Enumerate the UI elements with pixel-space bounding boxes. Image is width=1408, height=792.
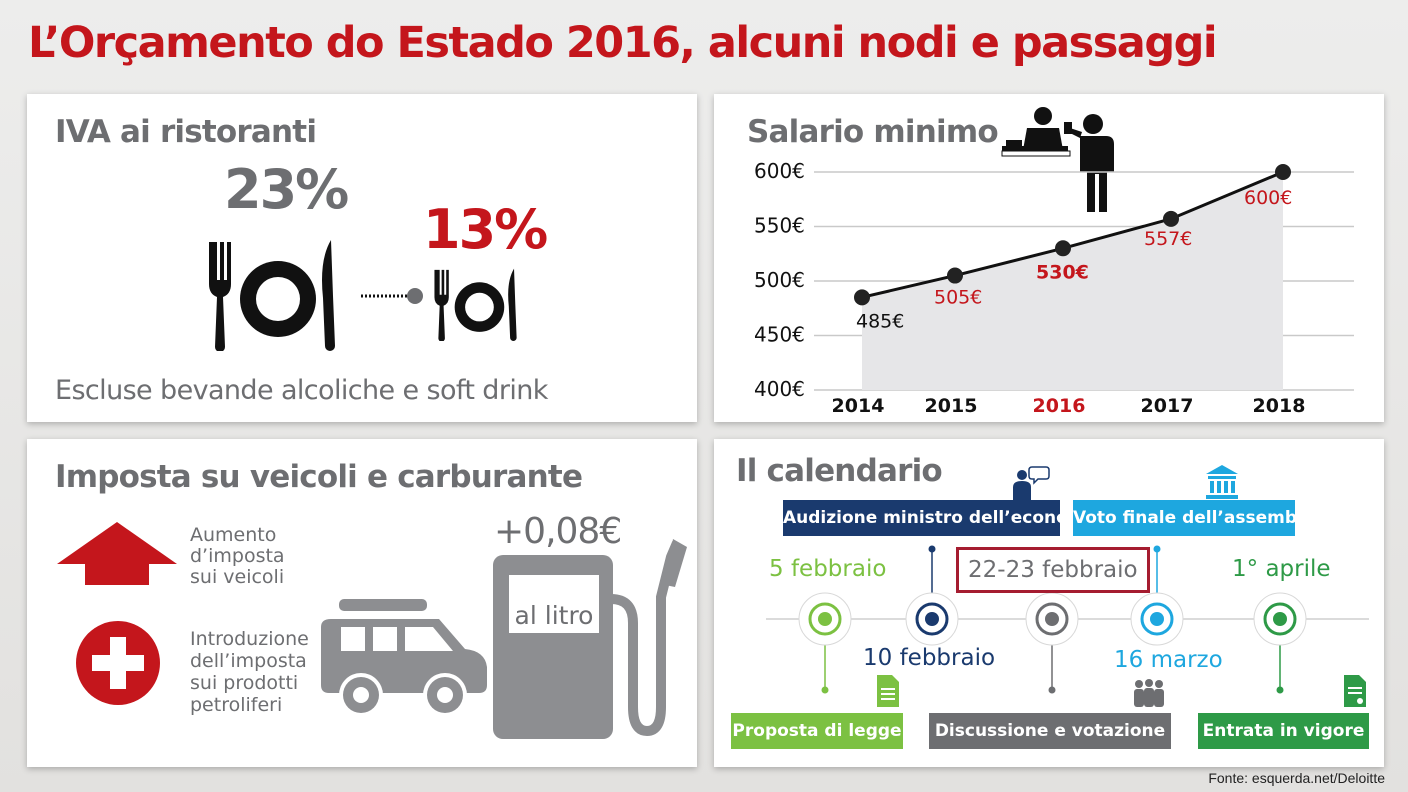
waiter-counter-icon bbox=[1001, 107, 1114, 212]
fuel-tax-line-3: sui prodotti bbox=[190, 672, 299, 694]
fuel-tax-text: Introduzione dell’imposta sui prodotti p… bbox=[190, 628, 309, 716]
iva-panel: IVA ai ristoranti 23% 13% Escluse bevand… bbox=[27, 94, 697, 422]
parliament-icon bbox=[1206, 465, 1238, 499]
y-tick-label: 450€ bbox=[754, 323, 805, 347]
salary-area bbox=[862, 172, 1283, 390]
minister-speech-icon bbox=[1013, 466, 1050, 501]
vehicle-tax-text: Aumento d’imposta sui veicoli bbox=[190, 525, 285, 588]
car-icon bbox=[321, 599, 487, 717]
fuel-tax-line-4: petroliferi bbox=[190, 694, 283, 716]
date-5-febbraio: 5 febbraio bbox=[769, 556, 887, 582]
group-people-icon bbox=[1134, 679, 1164, 707]
salary-data-label: 505€ bbox=[934, 287, 982, 309]
discussion-box: Discussione e votazione bbox=[929, 713, 1171, 749]
salary-data-label: 530€ bbox=[1036, 261, 1089, 283]
node-10-febbraio bbox=[905, 592, 959, 646]
final-vote-box: Voto finale dell’assemblea bbox=[1073, 500, 1326, 536]
x-tick-label: 2014 bbox=[832, 395, 885, 417]
fuel-tax-line-1: Introduzione bbox=[190, 628, 309, 650]
x-tick-label: 2015 bbox=[925, 395, 978, 417]
date-10-febbraio: 10 febbraio bbox=[863, 645, 996, 671]
salary-point bbox=[1055, 240, 1071, 257]
iva-note: Escluse bevande alcoliche e soft drink bbox=[55, 375, 548, 406]
new-rate: 13% bbox=[423, 198, 548, 261]
calendar-title: Il calendario bbox=[736, 453, 943, 489]
plus-circle-icon bbox=[76, 621, 160, 705]
arrow-up-icon bbox=[57, 522, 177, 585]
page-title: L’Orçamento do Estado 2016, alcuni nodi … bbox=[28, 18, 1218, 68]
salary-data-label: 557€ bbox=[1144, 228, 1192, 250]
per-liter-label: al litro bbox=[514, 601, 594, 630]
salary-data-label: 485€ bbox=[856, 310, 904, 332]
vehicle-tax-line-2: d’imposta bbox=[190, 545, 285, 567]
salary-point bbox=[1275, 164, 1291, 180]
entry-into-force-box: Entrata in vigore bbox=[1198, 713, 1369, 749]
y-tick-label: 600€ bbox=[754, 159, 805, 183]
y-tick-label: 500€ bbox=[754, 268, 805, 292]
vehicle-tax-line-1: Aumento bbox=[190, 524, 277, 546]
fuel-price: +0,08€ bbox=[494, 511, 622, 552]
certified-document-icon bbox=[1344, 675, 1366, 707]
vehicles-panel: Imposta su veicoli e carburante Aumento … bbox=[27, 439, 697, 767]
node-1-aprile bbox=[1253, 592, 1307, 646]
source-note: Fonte: esquerda.net/Deloitte bbox=[1208, 770, 1385, 786]
date-22-23-febbraio: 22-23 febbraio bbox=[956, 547, 1150, 593]
node-16-marzo bbox=[1130, 592, 1184, 646]
x-tick-label: 2018 bbox=[1253, 395, 1306, 417]
node-5-febbraio bbox=[798, 592, 852, 646]
salary-data-label: 600€ bbox=[1244, 187, 1292, 209]
salary-point bbox=[1163, 210, 1179, 227]
proposal-box: Proposta di legge bbox=[731, 713, 903, 749]
plate-cutlery-large-icon bbox=[209, 240, 335, 351]
iva-title: IVA ai ristoranti bbox=[55, 114, 317, 150]
vehicles-title: Imposta su veicoli e carburante bbox=[55, 459, 583, 495]
x-tick-label: 2016 bbox=[1033, 395, 1086, 417]
audition-box: Audizione ministro dell’economia bbox=[783, 500, 1103, 536]
old-rate: 23% bbox=[224, 158, 349, 221]
x-tick-label: 2017 bbox=[1141, 395, 1194, 417]
y-tick-label: 400€ bbox=[754, 377, 805, 401]
salary-line-chart: 600€ 550€ 500€ 450€ 400€ 485€ 2014 505€ 2015 530€… bbox=[754, 159, 1354, 417]
y-tick-label: 550€ bbox=[754, 214, 805, 238]
arrow-connector-icon bbox=[361, 288, 423, 304]
salary-point bbox=[854, 289, 870, 306]
document-icon bbox=[877, 675, 899, 707]
salary-title: Salario minimo bbox=[747, 114, 999, 150]
plate-cutlery-small-icon bbox=[434, 268, 517, 341]
salary-point bbox=[947, 267, 963, 284]
fuel-tax-line-2: dell’imposta bbox=[190, 650, 307, 672]
calendar-panel: Il calendario Audizione ministro dell’ec… bbox=[714, 439, 1384, 767]
date-1-aprile: 1° aprile bbox=[1232, 556, 1331, 582]
fuel-pump-icon bbox=[493, 539, 687, 739]
salary-panel: Salario minimo 600€ 550€ 500€ 450€ 400€ 485€ 2… bbox=[714, 94, 1384, 422]
vehicle-tax-line-3: sui veicoli bbox=[190, 566, 285, 588]
date-16-marzo: 16 marzo bbox=[1114, 647, 1223, 673]
node-22-febbraio bbox=[1025, 592, 1079, 646]
